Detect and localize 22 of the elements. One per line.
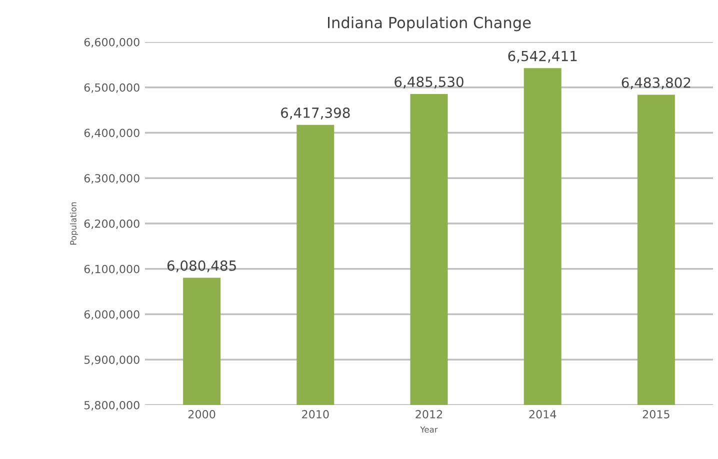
y-tick-label: 6,400,000 (84, 128, 140, 138)
data-label: 6,485,530 (394, 76, 464, 88)
y-tick-label: 5,800,000 (84, 400, 140, 411)
y-tick-label: 6,200,000 (84, 219, 140, 230)
x-tick-label: 2000 (188, 410, 216, 418)
chart-title: Indiana Population Change (328, 16, 531, 32)
data-label: 6,080,485 (167, 260, 236, 272)
x-tick-label: 2010 (302, 410, 329, 418)
y-tick-label: 6,300,000 (84, 174, 140, 184)
y-tick-label: 5,900,000 (84, 356, 140, 366)
y-tick-label: 6,100,000 (84, 264, 140, 274)
y-axis-title: Population (70, 202, 78, 245)
x-axis-title: Year (420, 426, 438, 433)
data-label: 6,483,802 (622, 77, 690, 90)
data-label: 6,542,411 (508, 50, 577, 63)
x-tick-label: 2014 (529, 410, 556, 418)
data-label: 6,417,398 (281, 107, 350, 120)
x-tick-label: 2012 (416, 410, 442, 418)
y-tick-label: 6,500,000 (84, 83, 140, 93)
y-tick-label: 6,600,000 (84, 38, 140, 48)
y-tick-label: 6,000,000 (84, 310, 140, 320)
x-tick-label: 2015 (642, 410, 670, 418)
